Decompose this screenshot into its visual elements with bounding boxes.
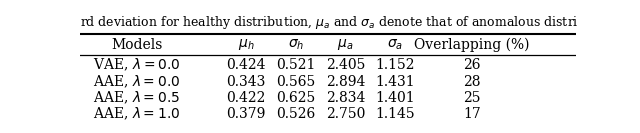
Text: $\mu_h$: $\mu_h$	[238, 37, 255, 52]
Text: VAE, $\lambda = 0.0$: VAE, $\lambda = 0.0$	[93, 57, 180, 73]
Text: Models: Models	[111, 38, 163, 52]
Text: AAE, $\lambda = 1.0$: AAE, $\lambda = 1.0$	[93, 106, 180, 122]
Text: 2.894: 2.894	[326, 74, 365, 88]
Text: 0.343: 0.343	[227, 74, 266, 88]
Text: 0.565: 0.565	[276, 74, 316, 88]
Text: 2.750: 2.750	[326, 107, 365, 121]
Text: 2.405: 2.405	[326, 58, 365, 72]
Text: 0.379: 0.379	[227, 107, 266, 121]
Text: AAE, $\lambda = 0.5$: AAE, $\lambda = 0.5$	[93, 90, 180, 106]
Text: 1.431: 1.431	[375, 74, 415, 88]
Text: 1.401: 1.401	[375, 91, 415, 105]
Text: $\sigma_a$: $\sigma_a$	[387, 37, 403, 52]
Text: rd deviation for healthy distribution, $\mu_a$ and $\sigma_a$ denote that of ano: rd deviation for healthy distribution, $…	[80, 14, 579, 31]
Text: 1.152: 1.152	[375, 58, 415, 72]
Text: 28: 28	[463, 74, 481, 88]
Text: $\mu_a$: $\mu_a$	[337, 37, 353, 52]
Text: AAE, $\lambda = 0.0$: AAE, $\lambda = 0.0$	[93, 73, 180, 90]
Text: 0.526: 0.526	[276, 107, 316, 121]
Text: $\sigma_h$: $\sigma_h$	[287, 37, 304, 52]
Text: 2.834: 2.834	[326, 91, 365, 105]
Text: 0.521: 0.521	[276, 58, 316, 72]
Text: 0.625: 0.625	[276, 91, 316, 105]
Text: Overlapping (%): Overlapping (%)	[414, 37, 529, 52]
Text: 0.422: 0.422	[227, 91, 266, 105]
Text: 25: 25	[463, 91, 481, 105]
Text: 26: 26	[463, 58, 481, 72]
Text: 1.145: 1.145	[375, 107, 415, 121]
Text: 0.424: 0.424	[227, 58, 266, 72]
Text: 17: 17	[463, 107, 481, 121]
